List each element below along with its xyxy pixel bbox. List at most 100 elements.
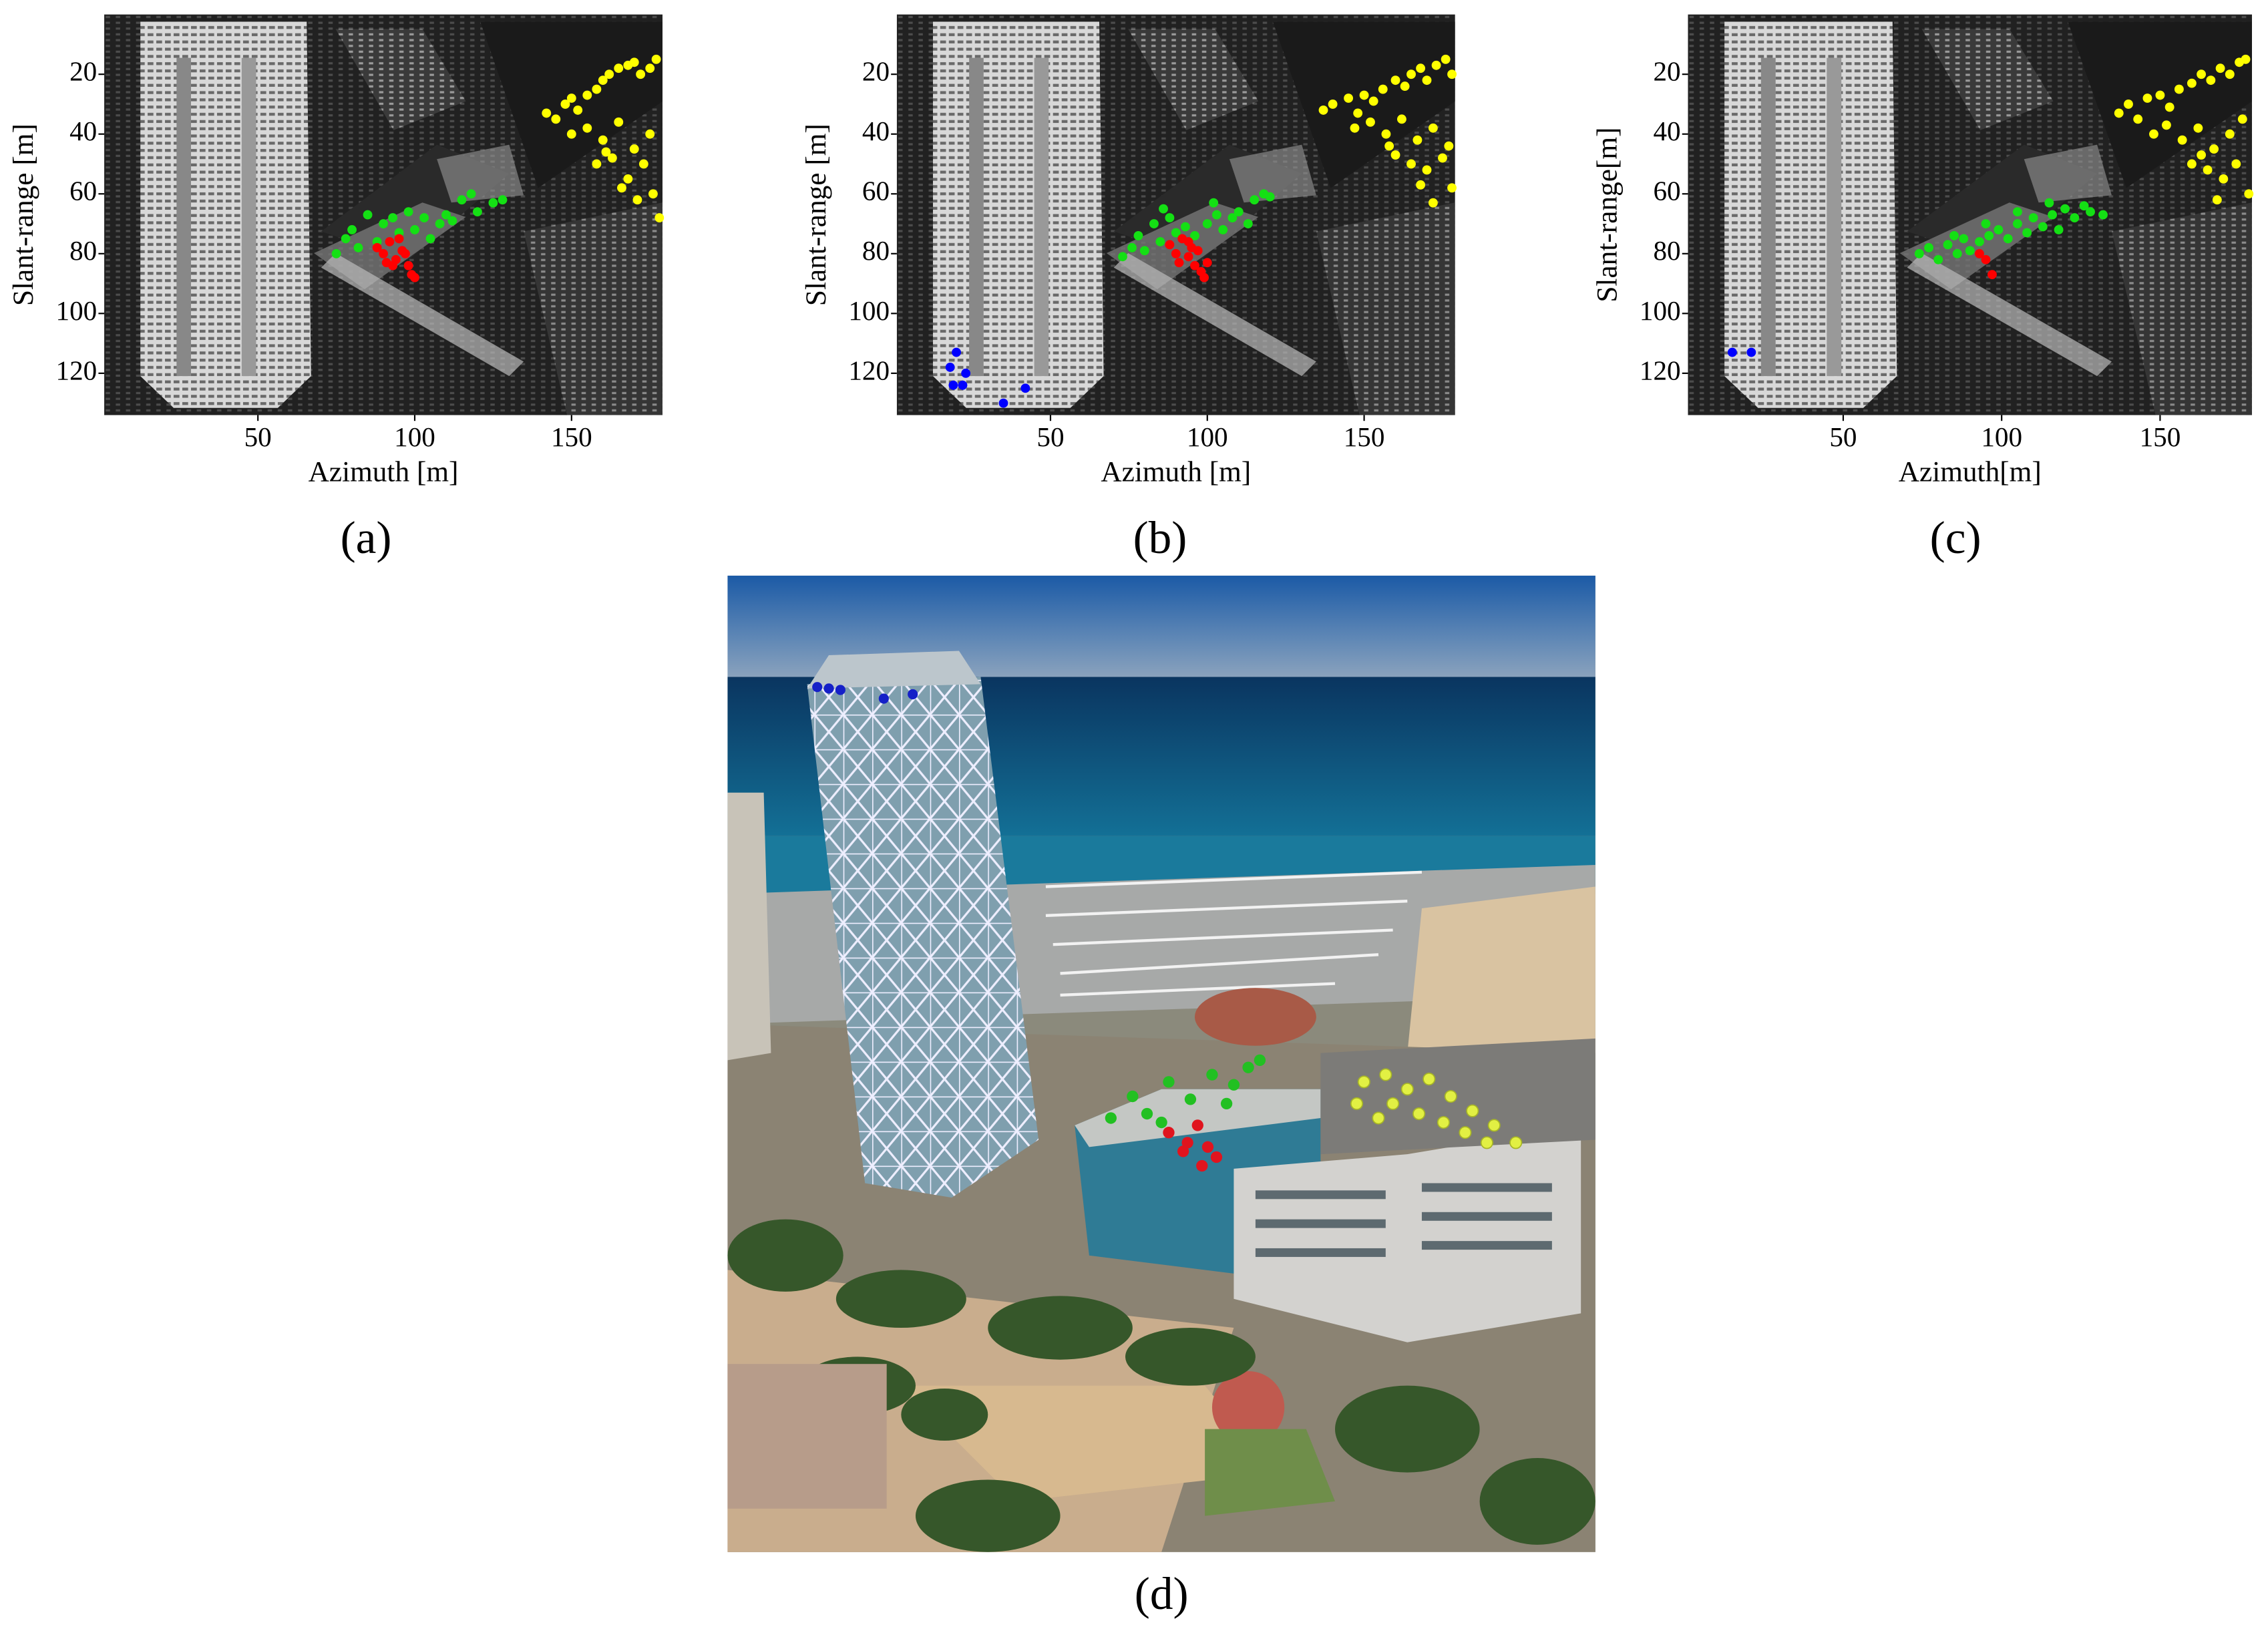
point <box>347 225 357 234</box>
point <box>372 242 382 252</box>
point <box>542 108 552 118</box>
point <box>379 219 388 228</box>
point <box>2237 114 2247 124</box>
point <box>2060 204 2070 214</box>
point <box>403 260 413 270</box>
point <box>1381 129 1391 139</box>
point <box>2244 189 2254 199</box>
point <box>1366 117 1375 127</box>
point <box>560 100 570 109</box>
point <box>1209 198 1219 208</box>
point <box>623 174 633 184</box>
point <box>1390 150 1400 160</box>
point <box>2086 207 2095 217</box>
point <box>1183 236 1193 246</box>
point <box>2209 144 2219 154</box>
y-tick-label: 60 <box>862 176 890 206</box>
point <box>2197 150 2207 160</box>
point <box>1431 60 1441 70</box>
point <box>2038 222 2048 232</box>
point <box>2161 120 2171 130</box>
point <box>435 219 445 228</box>
point <box>2070 213 2080 223</box>
x-tick-label: 50 <box>1829 421 1857 452</box>
y-tick-label: 120 <box>56 355 98 385</box>
point <box>1127 242 1137 252</box>
point <box>2022 228 2032 238</box>
point <box>2219 174 2229 184</box>
point <box>1133 231 1143 240</box>
plot-panel: 50 100 150 20 40 60 80 100 120 Azimuth [m] Slant-r… <box>800 14 1457 563</box>
point <box>961 368 971 378</box>
point <box>2197 69 2207 79</box>
point <box>1422 75 1432 85</box>
point <box>1390 75 1400 85</box>
point <box>2177 135 2187 145</box>
x-tick-label: 150 <box>1344 421 1385 452</box>
y-tick-label: 100 <box>848 295 890 326</box>
point <box>2149 129 2158 139</box>
point <box>341 234 351 244</box>
x-tick-label: 100 <box>394 421 435 452</box>
point <box>2012 219 2022 228</box>
point <box>1416 180 1426 190</box>
point <box>1952 248 1962 258</box>
point <box>381 258 391 268</box>
point <box>1328 100 1338 109</box>
point <box>632 195 642 205</box>
point <box>1975 236 1984 246</box>
y-axis-label: Slant-range[m] <box>1591 128 1623 303</box>
point <box>403 207 413 217</box>
panel-label: (b) <box>1133 512 1187 563</box>
y-tick-label: 80 <box>1653 235 1680 266</box>
point <box>654 213 665 223</box>
point <box>1428 123 1438 133</box>
point <box>1218 225 1228 234</box>
point <box>1350 123 1360 133</box>
point <box>1988 270 1997 280</box>
point <box>2215 63 2225 73</box>
point <box>1171 248 1181 258</box>
y-tick-label: 40 <box>69 116 97 146</box>
point <box>1199 273 1209 283</box>
x-tick-label: 50 <box>244 421 272 452</box>
point <box>1406 159 1416 169</box>
point <box>1949 231 1959 240</box>
y-tick-label: 80 <box>862 235 890 266</box>
point <box>592 159 602 169</box>
point <box>2044 198 2054 208</box>
plot-panel: 50 100 150 20 40 60 80 100 120 Azimuth [m] Slant-r… <box>7 14 665 563</box>
point <box>1924 242 1933 252</box>
point <box>1444 141 1454 151</box>
panel-label: (c) <box>1930 512 1981 563</box>
sar-image <box>104 14 663 415</box>
y-tick-label: 40 <box>862 116 890 146</box>
point <box>1234 207 1244 217</box>
point <box>363 210 373 220</box>
x-tick-label: 150 <box>551 421 592 452</box>
y-axis-label: Slant-range [m] <box>7 124 39 306</box>
point <box>441 210 451 220</box>
point <box>1211 210 1221 220</box>
point <box>2241 54 2251 64</box>
point <box>629 144 639 154</box>
point <box>598 75 608 85</box>
plot-panel: 50 100 150 20 40 60 80 100 120 Azimuth[m] Slant-ra… <box>1591 14 2254 563</box>
point <box>2203 165 2213 175</box>
photo <box>727 575 1595 1552</box>
y-axis-label: Slant-range [m] <box>800 124 832 306</box>
point <box>2003 234 2013 244</box>
point <box>2225 129 2235 139</box>
point <box>457 195 467 205</box>
point <box>573 105 583 115</box>
point <box>582 123 592 133</box>
point <box>1359 90 1369 100</box>
point <box>566 94 576 103</box>
y-tick-label: 20 <box>1653 56 1680 87</box>
point <box>1727 347 1737 357</box>
point <box>592 84 602 94</box>
point <box>394 234 404 244</box>
point <box>1227 213 1238 223</box>
point <box>2114 108 2124 118</box>
